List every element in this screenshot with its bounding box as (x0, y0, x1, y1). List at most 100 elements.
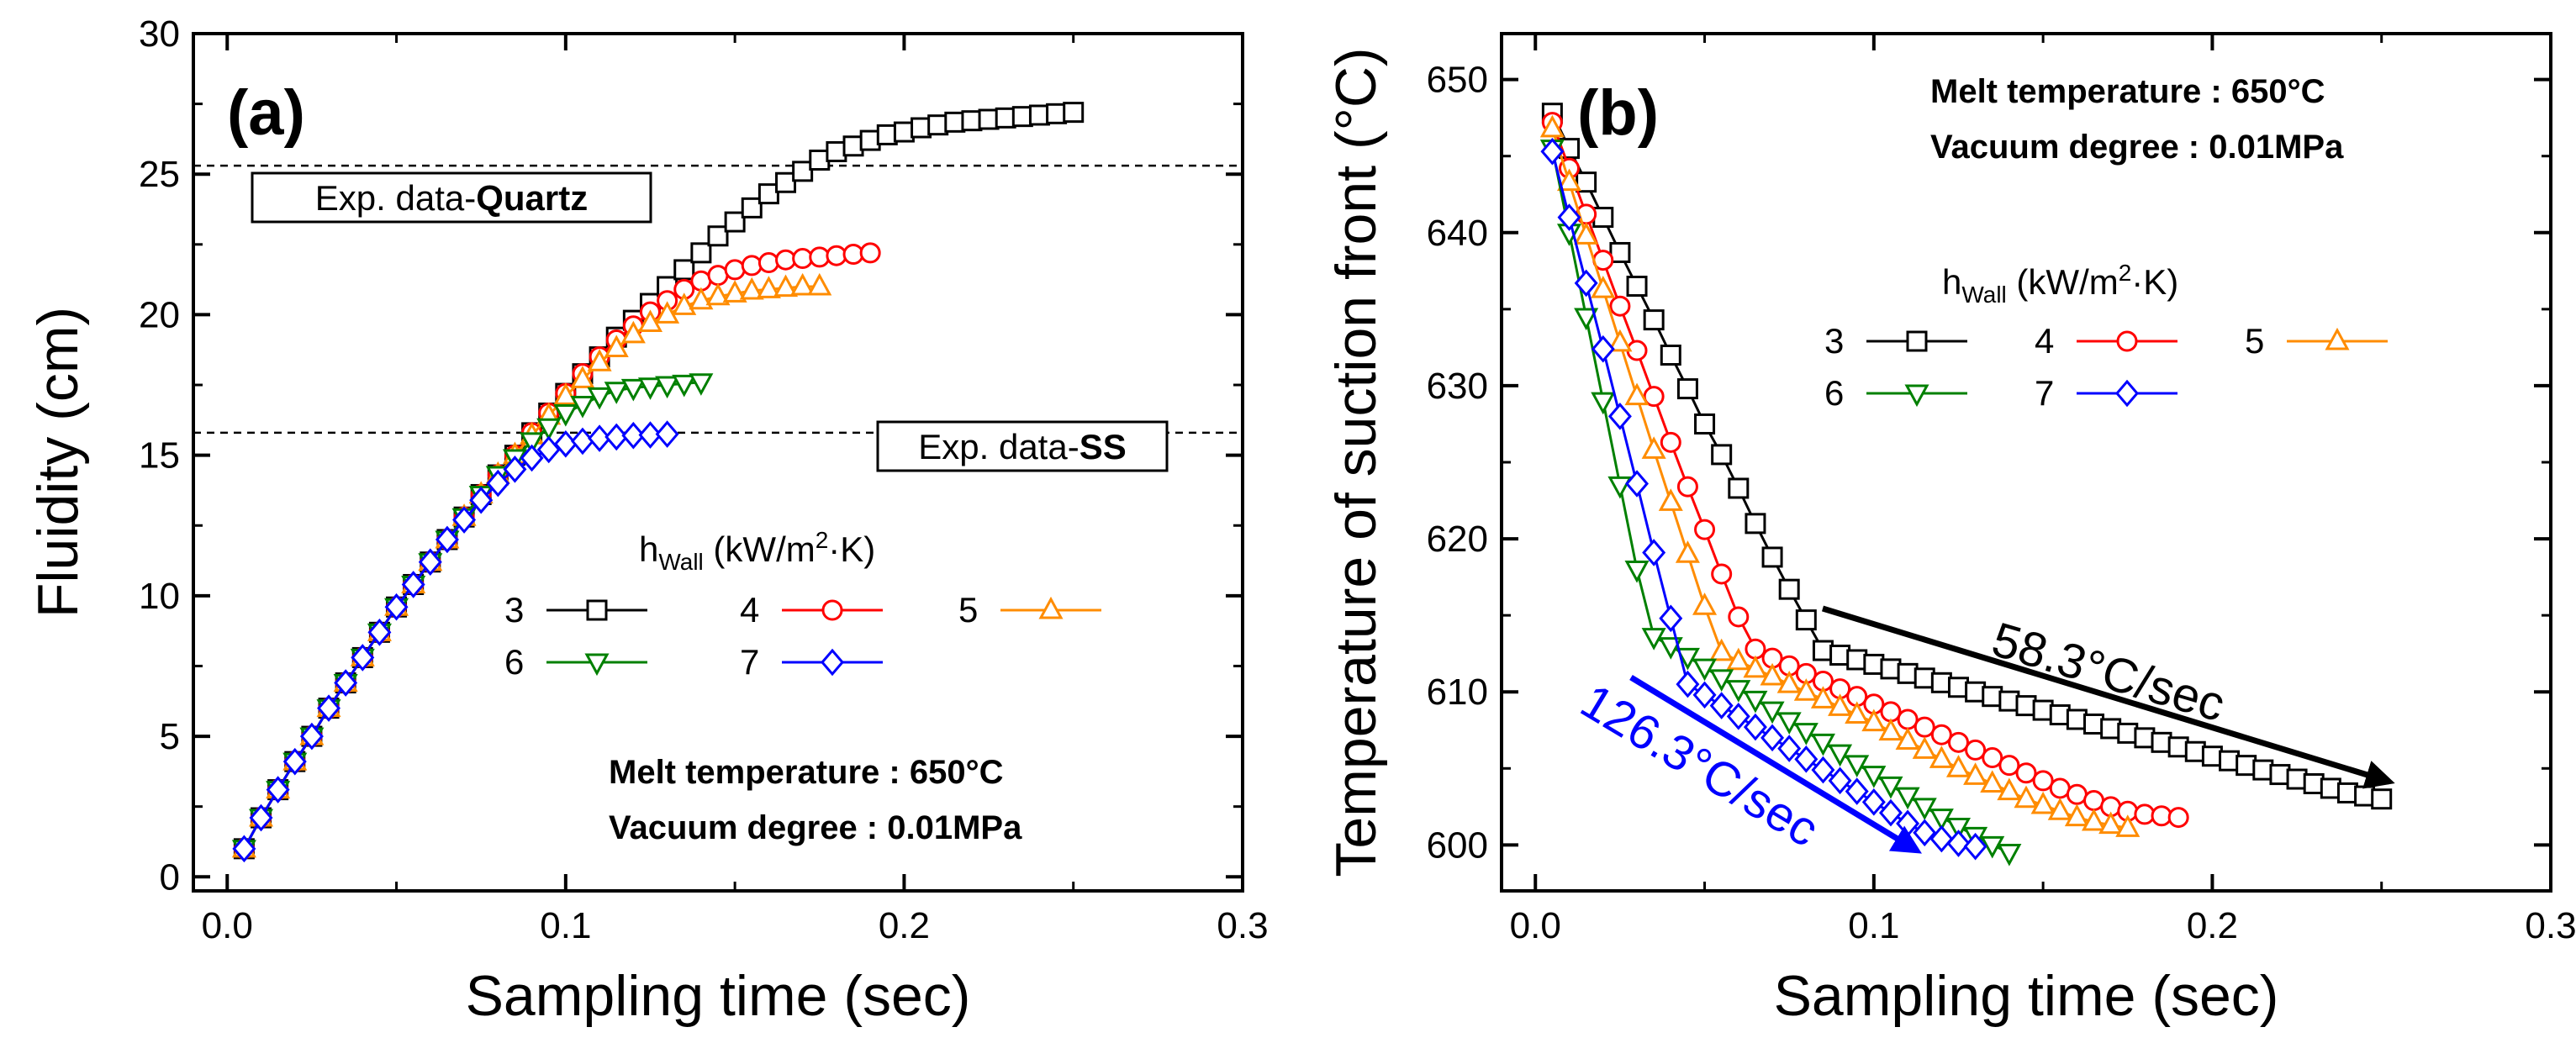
series-5 (1539, 114, 2141, 837)
x-tick-label: 0.1 (540, 905, 591, 946)
series-7 (1540, 137, 1987, 861)
data-point (724, 211, 746, 233)
y-tick-label: 20 (139, 294, 180, 335)
y-tick-label: 650 (1427, 60, 1488, 101)
series-7 (232, 420, 679, 863)
data-point (1624, 382, 1650, 406)
data-point (1709, 669, 1734, 692)
data-point (1576, 171, 1597, 193)
data-point (1625, 470, 1650, 498)
data-point (655, 376, 680, 399)
data-point (266, 776, 290, 803)
y-tick-label: 640 (1427, 213, 1488, 254)
data-point (1947, 731, 1969, 753)
data-point (604, 423, 629, 451)
data-point (1945, 755, 1972, 777)
data-point (1776, 712, 1802, 735)
data-point (757, 183, 779, 205)
legend-label: 4 (740, 590, 759, 629)
legend-entry-6: 6 (504, 642, 647, 682)
data-point (1591, 334, 1615, 363)
data-point (757, 252, 779, 274)
exp-box-ss (876, 420, 1169, 472)
data-point (469, 486, 494, 514)
data-point (1641, 628, 1666, 651)
data-point (587, 387, 612, 410)
data-point (807, 272, 832, 296)
data-point (299, 722, 324, 751)
legend-marker (586, 599, 608, 621)
data-point (1607, 476, 1633, 499)
legend-marker (1906, 330, 1928, 352)
data-point (1711, 444, 1733, 466)
legend-entry-6: 6 (1824, 373, 1967, 413)
data-point (1676, 476, 1698, 498)
data-point (1728, 606, 1750, 628)
series-line-7 (243, 433, 668, 850)
legend-a: hWall (kW/m2·K) 3 4 5 6 7 (504, 527, 1101, 682)
data-point (1777, 735, 1802, 762)
data-point (1726, 703, 1750, 730)
data-point (1609, 295, 1631, 317)
data-point (1778, 578, 1800, 600)
data-point (2371, 788, 2393, 810)
exp-box-quartz (251, 171, 652, 224)
y-axis-label-b: Temperature of suction front (°C) (1324, 47, 1388, 877)
data-point (1997, 843, 2022, 867)
data-point (2047, 798, 2072, 820)
data-point (1963, 832, 1987, 861)
data-point (1574, 269, 1598, 298)
y-tick-label: 0 (160, 856, 180, 898)
data-point (1998, 755, 2020, 777)
data-point (1659, 604, 1683, 633)
data-point (637, 309, 663, 332)
data-point (1914, 716, 1935, 738)
data-point (1592, 207, 1614, 229)
data-point (1539, 114, 1565, 138)
rate-arrow-black (1821, 605, 2395, 789)
data-point (1641, 436, 1666, 459)
data-point (1676, 378, 1698, 400)
data-point (2032, 770, 2054, 792)
legend-entry-3: 3 (1824, 321, 1967, 361)
data-point (1607, 329, 1633, 352)
data-point (351, 644, 375, 672)
legend-marker (1904, 384, 1929, 408)
series-group-b (1539, 103, 2393, 867)
data-point (1912, 736, 1937, 759)
exp-label-quartz: Exp. data-Quartz (251, 171, 652, 224)
data-point (1626, 276, 1648, 298)
data-point (1845, 701, 1870, 724)
data-point (1711, 563, 1733, 585)
panel-label-b: (b) (1577, 77, 1659, 149)
data-point (418, 548, 442, 577)
legend-label: 3 (1824, 321, 1844, 361)
panel-b: 0.0 0.1 0.2 0.3 600 610 620 630 640 650 (b) Melt … (1324, 32, 2576, 1028)
data-point (741, 197, 763, 219)
legend-label: 5 (958, 590, 978, 629)
legend-entry-5: 5 (2245, 321, 2388, 361)
data-point (705, 282, 731, 306)
data-point (1861, 766, 1887, 788)
data-point (1694, 413, 1716, 435)
data-point (1828, 693, 1853, 716)
data-point (1063, 102, 1085, 124)
data-point (2115, 814, 2141, 837)
data-point (1675, 647, 1700, 671)
data-point (1709, 692, 1734, 719)
series-4 (1541, 112, 2189, 829)
data-point (1793, 723, 1819, 745)
data-point (1760, 724, 1785, 752)
data-point (1997, 777, 2022, 801)
series-group-a (231, 102, 1085, 863)
data-point (1709, 638, 1734, 661)
data-point (2134, 803, 2156, 825)
y-tick-label: 620 (1427, 519, 1488, 560)
data-point (1574, 308, 1599, 331)
legend-entry-4: 4 (2035, 321, 2177, 361)
data-point (588, 424, 612, 452)
data-point (621, 421, 646, 450)
data-point (503, 456, 527, 483)
